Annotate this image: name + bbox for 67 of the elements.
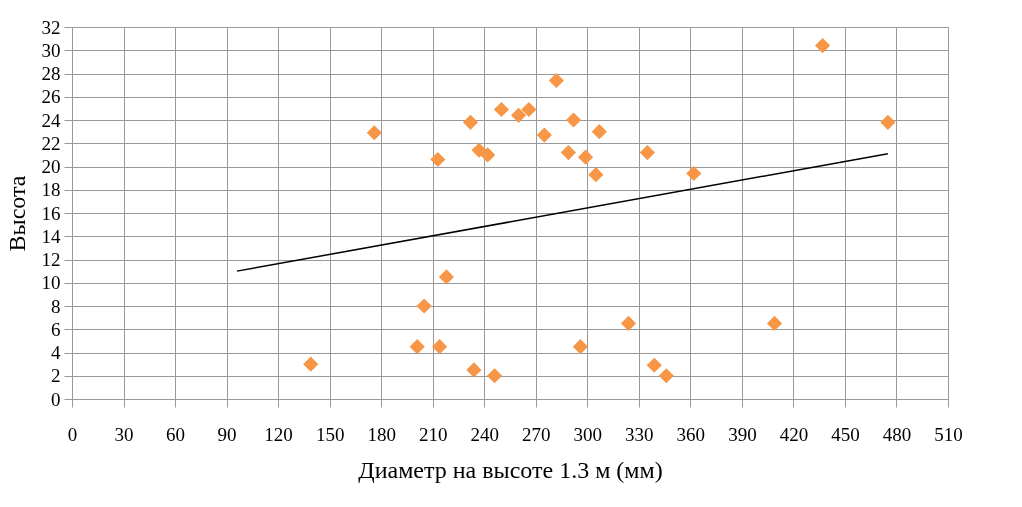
x-tick-label: 420: [779, 423, 809, 445]
y-tick-label: 6: [51, 318, 61, 340]
x-axis-title: Диаметр на высоте 1.3 м (мм): [358, 456, 663, 483]
point: [480, 147, 496, 163]
y-tick-label: 12: [41, 249, 61, 270]
point: [430, 151, 446, 168]
point: [639, 144, 655, 161]
point: [560, 144, 576, 161]
point: [548, 72, 564, 89]
y-tick-label: 20: [41, 156, 61, 177]
y-tick-label: 0: [51, 388, 61, 410]
y-tick-label: 16: [41, 202, 61, 224]
x-tick-label: 30: [114, 423, 134, 445]
x-tick-label: 480: [882, 423, 912, 445]
point: [438, 269, 455, 285]
point: [536, 127, 552, 143]
y-tick-label: 14: [41, 225, 61, 247]
y-tick-label: 26: [41, 86, 61, 108]
point: [880, 114, 896, 130]
x-tick-label: 180: [367, 423, 396, 445]
point: [493, 101, 509, 118]
point: [572, 339, 589, 355]
point: [620, 315, 637, 332]
point: [511, 107, 527, 123]
point: [815, 38, 831, 54]
x-tick-label: 90: [217, 423, 237, 445]
y-tick-label: 10: [41, 272, 61, 294]
x-tick-label: 0: [67, 423, 78, 445]
y-tick-label: 4: [51, 342, 61, 363]
x-tick-label: 210: [418, 423, 448, 445]
x-tick-label: 270: [522, 423, 551, 445]
point: [462, 114, 479, 130]
x-tick-label: 300: [573, 423, 603, 445]
point: [521, 101, 537, 118]
point: [646, 357, 662, 373]
point: [409, 339, 425, 355]
y-axis-title: Высота: [3, 175, 30, 252]
point: [588, 167, 604, 183]
point: [658, 368, 674, 384]
y-tick-label: 24: [41, 109, 61, 131]
y-tick-label: 28: [41, 63, 61, 84]
point: [431, 339, 448, 355]
y-tick-label: 22: [41, 132, 61, 154]
x-tick-label: 240: [470, 423, 499, 445]
x-tick-label: 450: [831, 423, 860, 445]
x-tick-label: 330: [625, 423, 654, 445]
point: [486, 368, 503, 384]
point: [565, 112, 582, 128]
point: [466, 362, 482, 378]
point: [766, 315, 783, 332]
point: [416, 298, 432, 314]
point: [686, 165, 702, 182]
y-tick-label: 30: [41, 39, 61, 61]
x-tick-label: 510: [934, 423, 963, 445]
y-tick-label: 2: [51, 365, 61, 387]
x-tick-label: 60: [166, 423, 186, 445]
point: [577, 149, 594, 165]
x-tick-label: 390: [728, 423, 757, 445]
y-tick-label: 18: [41, 179, 61, 201]
x-tick-label: 120: [264, 423, 293, 445]
y-tick-label: 32: [41, 16, 61, 38]
point: [366, 125, 382, 141]
y-tick-label: 8: [51, 295, 61, 317]
point: [591, 124, 607, 140]
x-tick-label: 150: [315, 423, 345, 445]
point: [303, 356, 319, 372]
x-tick-label: 360: [676, 423, 706, 445]
